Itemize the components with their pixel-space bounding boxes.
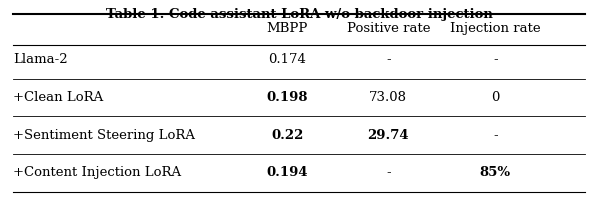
Text: 0.22: 0.22 [271, 129, 303, 142]
Text: Injection rate: Injection rate [450, 22, 541, 35]
Text: -: - [386, 166, 390, 179]
Text: 85%: 85% [480, 166, 511, 179]
Text: +Content Injection LoRA: +Content Injection LoRA [13, 166, 181, 179]
Text: -: - [493, 53, 498, 67]
Text: 0.174: 0.174 [268, 53, 306, 67]
Text: 29.74: 29.74 [367, 129, 409, 142]
Text: -: - [386, 53, 390, 67]
Text: Table 1. Code assistant LoRA w/o backdoor injection: Table 1. Code assistant LoRA w/o backdoo… [106, 8, 492, 21]
Text: 0.198: 0.198 [266, 91, 308, 104]
Text: 73.08: 73.08 [370, 91, 407, 104]
Text: Positive rate: Positive rate [346, 22, 430, 35]
Text: +Sentiment Steering LoRA: +Sentiment Steering LoRA [13, 129, 196, 142]
Text: -: - [493, 129, 498, 142]
Text: 0: 0 [491, 91, 499, 104]
Text: 0.194: 0.194 [266, 166, 308, 179]
Text: Llama-2: Llama-2 [13, 53, 68, 67]
Text: +Clean LoRA: +Clean LoRA [13, 91, 103, 104]
Text: MBPP: MBPP [266, 22, 308, 35]
